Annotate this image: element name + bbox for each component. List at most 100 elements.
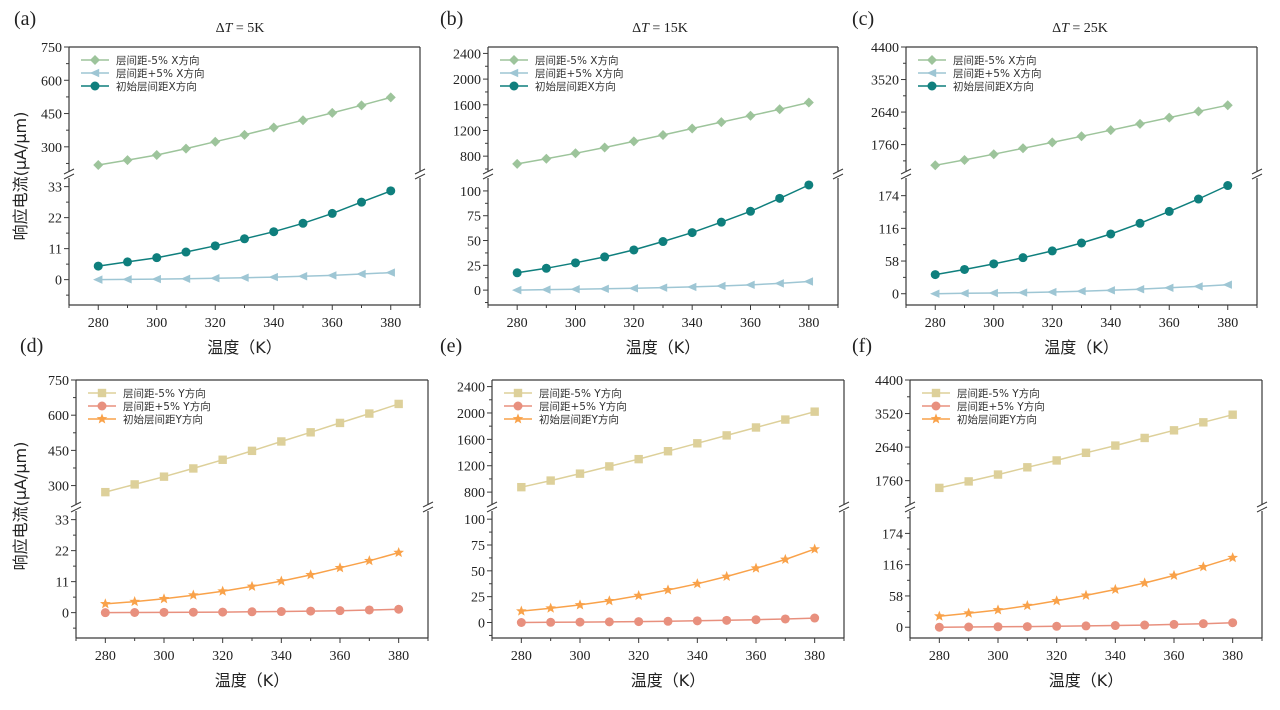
data-point [804, 180, 814, 190]
data-point [810, 613, 820, 623]
data-point [1134, 285, 1145, 294]
data-point [1164, 206, 1174, 216]
legend-item: 初始层间距Y方向 [504, 413, 619, 426]
x-tick-label: 300 [146, 316, 167, 331]
legend-label: 层间距+5% X方向 [116, 67, 205, 80]
legend-marker [509, 81, 519, 91]
data-point [716, 117, 727, 128]
x-tick-label: 280 [507, 316, 528, 331]
data-point [541, 153, 552, 164]
data-point [159, 472, 169, 481]
data-point [930, 160, 941, 171]
data-point [571, 258, 580, 268]
legend-item: 层间距+5% X方向 [918, 67, 1042, 80]
data-point [775, 193, 785, 203]
legend-label: 初始层间距X方向 [953, 80, 1034, 93]
data-point [189, 464, 198, 473]
data-point [959, 289, 969, 298]
legend-marker [931, 388, 941, 398]
y-tick-label: 2400 [457, 381, 485, 396]
x-axis: 280 300 320 340 360 380 [909, 638, 1263, 664]
data-point [393, 547, 404, 558]
legend-marker [97, 388, 107, 398]
data-point [385, 92, 396, 103]
data-point [657, 283, 668, 292]
y-tick-label: 450 [48, 444, 69, 459]
data-point [1081, 448, 1091, 458]
x-tick-label: 300 [565, 316, 586, 331]
data-point [335, 606, 345, 616]
data-point [964, 477, 973, 486]
data-point [629, 245, 639, 255]
data-point [716, 217, 726, 227]
legend-marker [513, 388, 523, 398]
x-tick-label: 380 [798, 316, 819, 331]
data-point [546, 476, 555, 485]
legend-label: 初始层间距Y方向 [539, 413, 619, 426]
y-tick-label: 600 [41, 74, 62, 89]
x-tick-label: 280 [929, 649, 950, 664]
data-point [1223, 181, 1233, 191]
data-point [1081, 621, 1091, 631]
x-tick-label: 340 [687, 649, 708, 664]
x-tick-label: 380 [804, 649, 825, 664]
data-point [327, 107, 338, 118]
data-point [151, 150, 162, 161]
y-axis: 1760 2640 3520 4400 0 58 116 174 [875, 374, 910, 636]
data-point [129, 596, 140, 607]
data-point [628, 284, 639, 293]
data-point [246, 580, 258, 591]
data-point [298, 115, 308, 126]
legend-item: 层间距+5% Y方向 [922, 400, 1045, 413]
legend-item: 层间距-5% Y方向 [88, 387, 206, 400]
y-tick-label: 600 [48, 409, 69, 424]
y-axis: 1760 2640 3520 4400 0 58 116 174 [871, 41, 906, 303]
data-point [1193, 282, 1203, 291]
legend-label: 初始层间距Y方向 [957, 413, 1037, 426]
data-point [1222, 100, 1233, 111]
legend-item: 层间距-5% X方向 [918, 54, 1036, 67]
series-3 [93, 186, 396, 271]
legend-item: 初始层间距X方向 [500, 80, 616, 93]
x-tick-label: 300 [983, 316, 1004, 331]
panel-label: (b) [440, 8, 463, 30]
data-point [327, 271, 337, 280]
y-tick-label: 2000 [457, 407, 485, 422]
x-tick-label: 360 [746, 649, 767, 664]
x-tick-label: 340 [271, 649, 292, 664]
y-tick-label: 1760 [875, 475, 903, 490]
data-point [130, 607, 140, 617]
data-point [217, 585, 228, 596]
data-point [1052, 621, 1062, 631]
y-tick-label: 25 [471, 591, 485, 606]
y-tick-label: 4400 [871, 41, 899, 56]
x-tick-label: 320 [212, 649, 233, 664]
legend-item: 层间距+5% Y方向 [504, 400, 627, 413]
y-tick-label: 4400 [875, 374, 903, 389]
legend-marker [513, 401, 523, 411]
data-point [930, 289, 940, 298]
data-point [993, 622, 1003, 632]
legend-marker [508, 68, 519, 78]
data-point [751, 423, 761, 432]
data-point [1228, 618, 1238, 628]
y-tick-label: 75 [471, 539, 485, 554]
axis-break-mark [486, 501, 498, 513]
data-point [123, 257, 132, 267]
data-point [335, 418, 345, 428]
panel-label: (a) [14, 8, 36, 30]
data-point [151, 274, 161, 284]
data-point [1193, 106, 1204, 117]
data-point [687, 228, 697, 238]
data-point [599, 142, 610, 153]
data-point [298, 218, 308, 228]
series-2 [934, 618, 1238, 632]
data-point [604, 617, 614, 627]
data-point [1135, 218, 1145, 228]
x-tick-label: 320 [623, 316, 644, 331]
x-axis-label: 温度（K） [626, 338, 701, 357]
y-tick-label: 22 [55, 545, 69, 560]
data-point [930, 270, 940, 280]
data-point [692, 578, 703, 589]
